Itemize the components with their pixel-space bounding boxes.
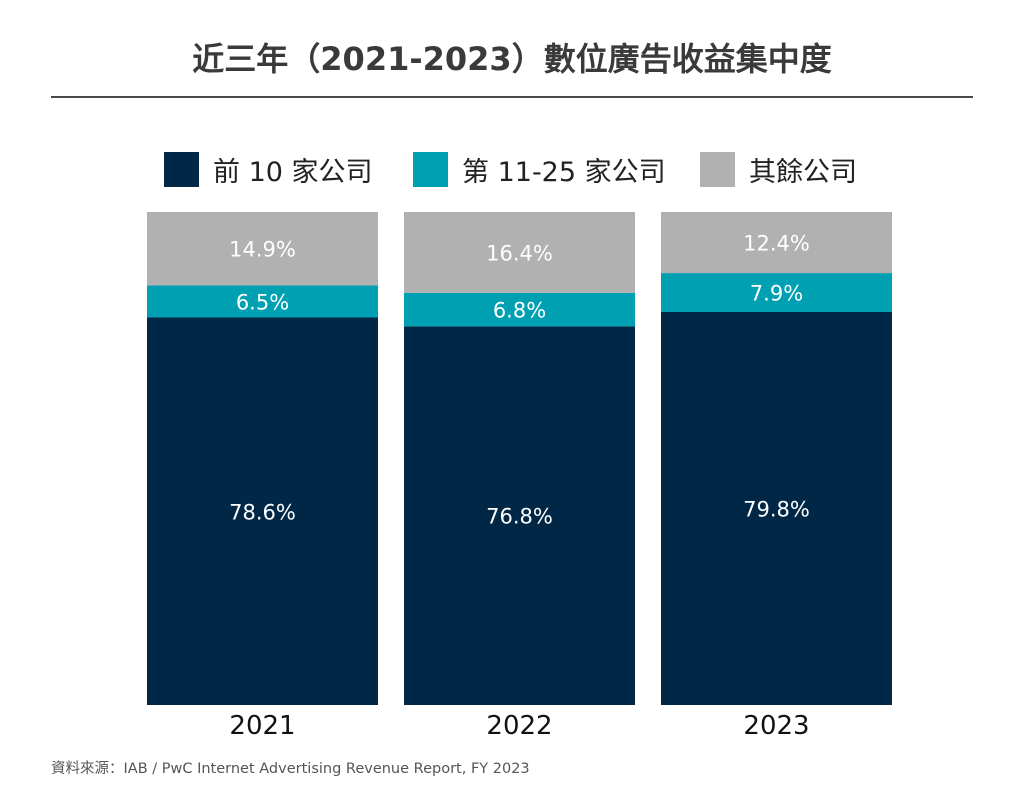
data-label-2023-1: 7.9% (750, 282, 803, 306)
legend-swatch-top10 (164, 152, 199, 187)
chart-title: 近三年（2021-2023）數位廣告收益集中度 (192, 40, 832, 78)
legend-item-others: 其餘公司 (700, 150, 857, 189)
data-label-2021-0: 78.6% (229, 500, 296, 524)
data-label-2023-2: 12.4% (743, 232, 810, 256)
bar-segment-2023-0 (661, 311, 892, 705)
data-label-2023-0: 79.8% (743, 497, 810, 521)
bar-segment-2022-1 (404, 292, 635, 327)
bar-segment-2022-0 (404, 326, 635, 705)
bar-segment-2023-2 (661, 212, 892, 274)
title-divider (51, 96, 973, 98)
x-tick-label-2021: 2021 (229, 711, 295, 741)
bar-segment-2022-2 (404, 212, 635, 293)
legend-item-top10: 前 10 家公司 (164, 150, 373, 189)
bar-segment-2023-1 (661, 273, 892, 312)
legend-label-others: 其餘公司 (749, 157, 857, 188)
data-label-2022-1: 6.8% (493, 299, 546, 323)
source-note: 資料來源：IAB / PwC Internet Advertising Reve… (51, 761, 530, 777)
legend-label-top10: 前 10 家公司 (213, 157, 373, 188)
x-tick-label-2023: 2023 (743, 711, 809, 741)
legend-swatch-11-25 (413, 152, 448, 187)
data-label-2021-1: 6.5% (236, 290, 289, 314)
data-label-2021-2: 14.9% (229, 238, 296, 262)
x-tick-label-2022: 2022 (486, 711, 552, 741)
legend: 前 10 家公司 第 11-25 家公司 其餘公司 (0, 150, 1024, 190)
legend-label-11-25: 第 11-25 家公司 (462, 157, 666, 188)
bar-segment-2021-2 (147, 212, 378, 286)
data-label-2022-0: 76.8% (486, 505, 553, 529)
legend-swatch-others (700, 152, 735, 187)
bar-segment-2021-1 (147, 285, 378, 318)
data-label-2022-2: 16.4% (486, 241, 553, 265)
legend-item-11-25: 第 11-25 家公司 (413, 150, 666, 189)
bar-segment-2021-0 (147, 317, 378, 705)
